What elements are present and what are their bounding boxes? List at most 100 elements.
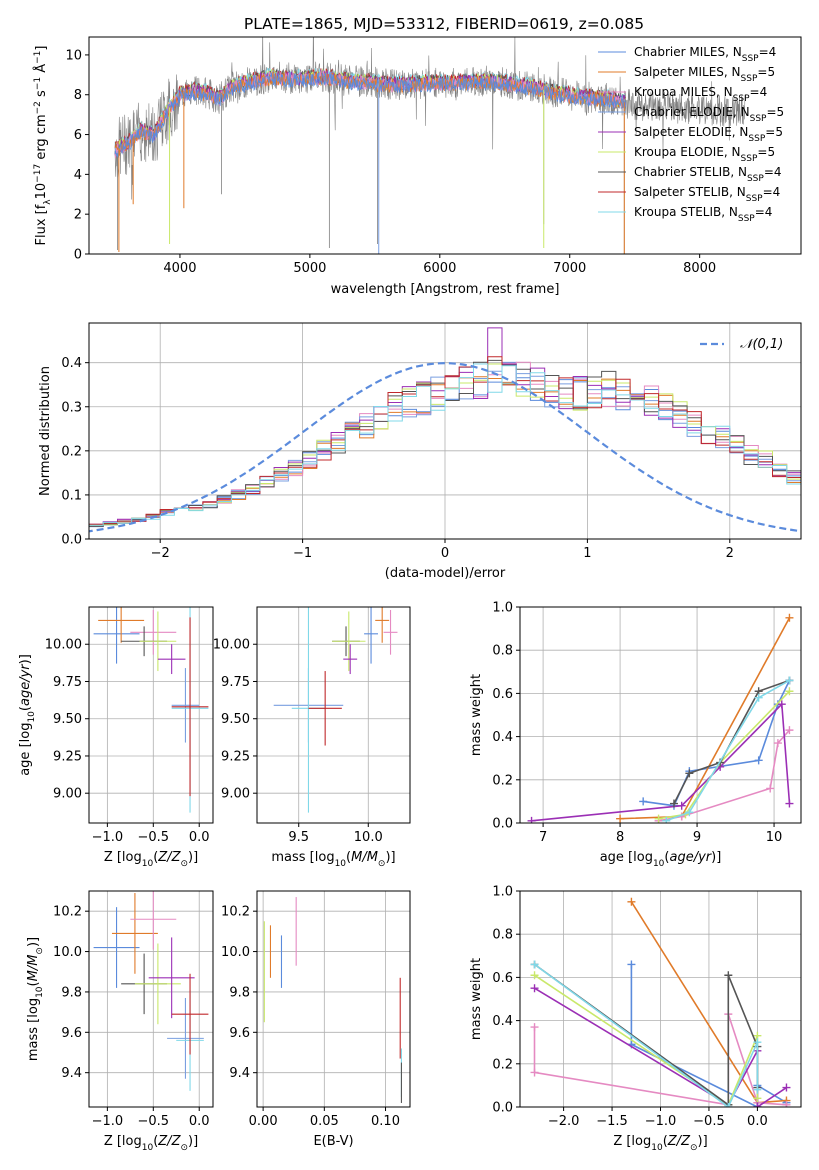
weight-marker: [669, 799, 678, 808]
weight-marker: [530, 960, 539, 969]
label-part: (: [18, 706, 33, 711]
x-tick-label: 0.05: [310, 1114, 339, 1129]
label-part: ⊙: [180, 859, 188, 869]
label-part: erg cm: [34, 114, 49, 163]
y-tick-label: 10: [65, 48, 82, 63]
label-part: 10: [142, 1143, 154, 1153]
histogram-step: [89, 375, 801, 525]
weight-marker: [677, 801, 686, 810]
weight-marker: [530, 1068, 539, 1077]
y-axis-label: mass weight: [469, 958, 484, 1040]
histogram-step: [89, 363, 801, 526]
label-part: age [log: [18, 723, 33, 776]
label-part: Salpeter MILES, N: [634, 65, 741, 79]
y-tick-label: 10.0: [53, 945, 82, 960]
label-part: Z/Z: [157, 850, 181, 865]
weight-marker: [777, 700, 786, 709]
axes-frame: [256, 890, 411, 1108]
x-tick-label: −0.5: [693, 1114, 725, 1129]
x-tick-label: 0.0: [747, 1114, 768, 1129]
x-tick-label: 9.5: [288, 830, 309, 845]
y-axis-label: Flux [fλ10−17 erg cm−2 s−1 Å−1]: [33, 46, 53, 246]
x-axis-label: Z [log10(Z/Z⊙)]: [104, 1134, 198, 1153]
label-part: =5: [757, 145, 775, 159]
x-axis-label: Z [log10(Z/Z⊙)]: [104, 850, 198, 869]
label-part: ⊙: [690, 1143, 698, 1153]
y-axis-label: age [log10(age/yr)]: [18, 654, 37, 776]
y-tick-label: 6: [74, 128, 82, 143]
x-tick-label: 8000: [683, 261, 716, 276]
x-tick-label: −2.0: [548, 1114, 580, 1129]
label-part: ]: [34, 46, 49, 51]
y-tick-label: 9.6: [61, 1026, 82, 1041]
weight-marker: [782, 1100, 791, 1107]
plot-area: [520, 891, 801, 1107]
label-part: SSP: [741, 74, 758, 84]
chart-title: PLATE=1865, MJD=53312, FIBERID=0619, z=0…: [244, 15, 644, 33]
x-tick-label: −0.5: [138, 830, 170, 845]
x-axis-label: wavelength [Angstrom, rest frame]: [331, 282, 560, 297]
weight-marker: [627, 897, 636, 906]
label-part: (: [663, 1134, 668, 1149]
label-part: Normed distribution: [38, 366, 53, 496]
x-axis-label: E(B-V): [313, 1134, 353, 1149]
label-part: SSP: [742, 54, 759, 64]
legend-entry: Salpeter MILES, NSSP=5: [634, 65, 775, 84]
plot-area: [89, 891, 213, 1107]
label-part: ⊙: [35, 947, 45, 955]
axes-frame: [88, 606, 214, 824]
plot-area: [257, 891, 410, 1107]
histogram-step: [89, 370, 801, 527]
axes-frame: [519, 606, 802, 824]
weight-marker: [685, 769, 694, 778]
x-tick-label: 7: [539, 830, 547, 845]
weight-line: [643, 680, 791, 807]
label-part: Kroupa STELIB, N: [634, 205, 738, 219]
x-tick-label: 10.0: [354, 830, 383, 845]
panel-residuals: −2 −1 0 1 2 0.0 0.1 0.2 0.3 0.4 (data-model)/error…: [38, 322, 802, 581]
y-tick-label: 1.0: [492, 885, 513, 900]
label-part: SSP: [741, 154, 758, 164]
label-part: ⊙: [180, 1143, 188, 1153]
x-axis-label: age [log10(age/yr)]: [600, 850, 722, 869]
legend-entry: Chabrier STELIB, NSSP=4: [634, 165, 782, 184]
x-tick-label: 7000: [553, 261, 586, 276]
x-tick-label: −0.5: [138, 1114, 170, 1129]
label-part: Kroupa MILES, N: [634, 85, 733, 99]
label-part: 10: [335, 859, 347, 869]
weight-marker: [527, 816, 536, 823]
y-tick-label: 9.8: [229, 985, 250, 1000]
y-tick-label: 10.00: [213, 638, 250, 653]
label-part: 10: [142, 859, 154, 869]
y-tick-label: 9.75: [221, 675, 250, 690]
plot-area: [257, 607, 410, 823]
y-tick-label: 10.2: [221, 905, 250, 920]
x-axis-label: Z [log10(Z/Z⊙)]: [613, 1134, 707, 1153]
weight-marker: [773, 739, 782, 748]
y-tick-label: 9.00: [221, 787, 250, 802]
label-part: (: [664, 850, 669, 865]
weight-marker: [785, 687, 794, 696]
weight-line: [630, 964, 787, 1107]
y-tick-label: 0.8: [492, 928, 513, 943]
label-part: ⊙: [378, 859, 386, 869]
label-part: Z [log: [613, 1134, 651, 1149]
y-tick-label: 0: [74, 248, 82, 263]
label-part: Z/Z: [157, 1134, 181, 1149]
label-part: mass weight: [469, 674, 484, 756]
label-part: −1: [33, 77, 43, 90]
y-tick-label: 10.0: [221, 945, 250, 960]
legend-entry: Kroupa MILES, NSSP=4: [634, 85, 767, 104]
label-part: Z [log: [104, 850, 142, 865]
panel-spectrum: 4000 5000 6000 7000 8000 0 2 4 6 8 10 wavelength [A…: [33, 15, 802, 297]
y-tick-label: 1.0: [492, 601, 513, 616]
label-part: SSP: [738, 214, 755, 224]
label-part: )]: [188, 1134, 198, 1149]
weight-line: [666, 679, 790, 822]
plot-area: [114, 37, 746, 254]
x-axis-label: (data-model)/error: [385, 566, 506, 581]
label-part: )]: [188, 850, 198, 865]
y-axis-label: Normed distribution: [38, 366, 53, 496]
y-tick-label: 0.3: [61, 400, 82, 415]
